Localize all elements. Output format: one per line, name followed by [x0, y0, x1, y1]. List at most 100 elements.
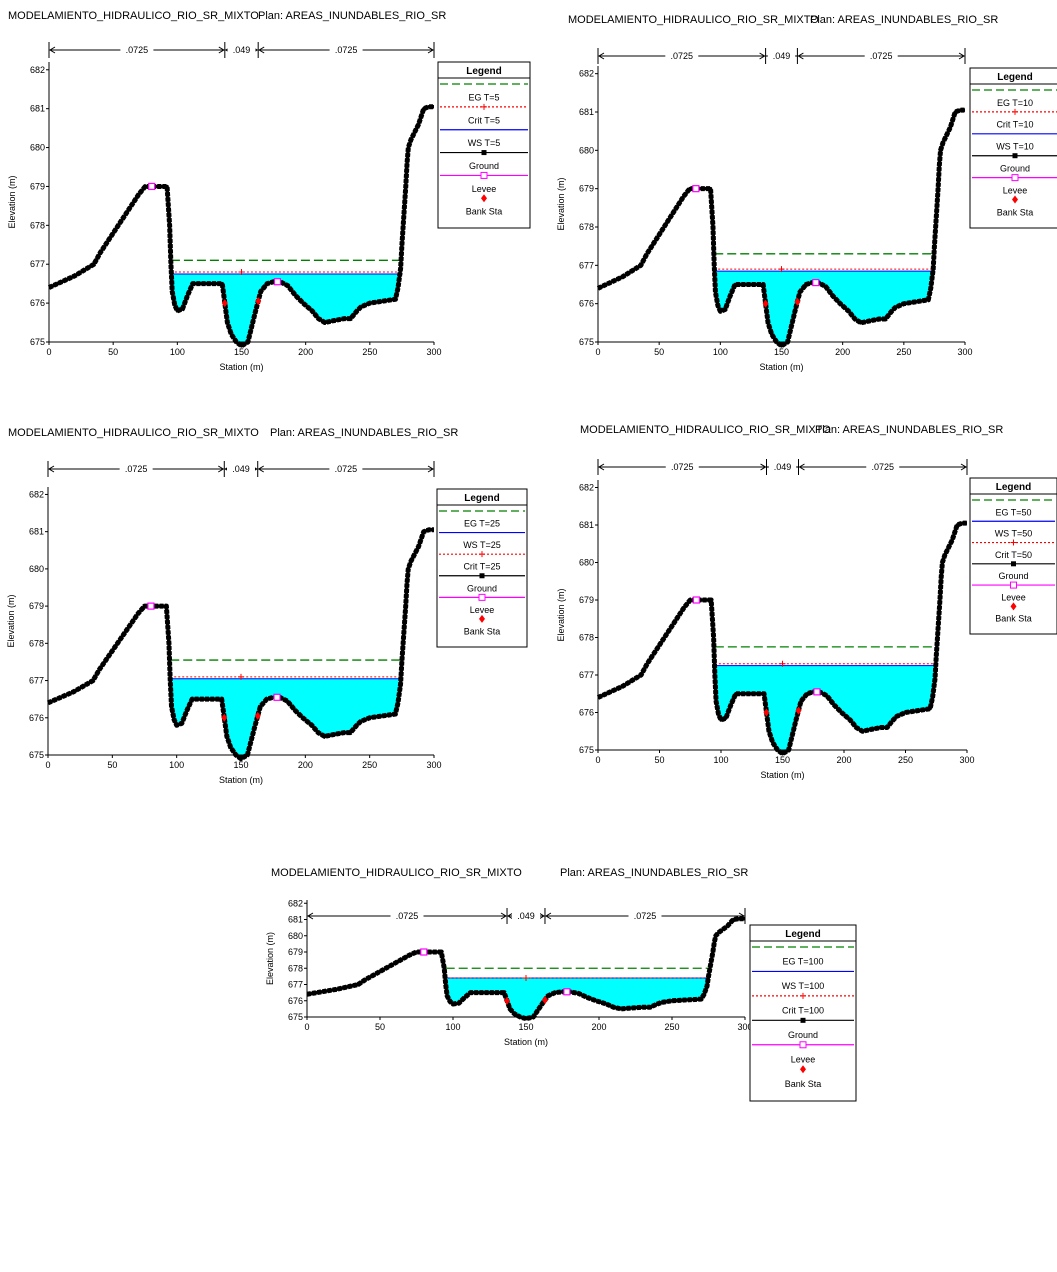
legend-item-label: WS T=10	[996, 142, 1034, 152]
legend-item-label: Levee	[470, 605, 495, 615]
x-tick-label: 150	[518, 1022, 533, 1032]
manning-n-value: .049	[517, 911, 535, 921]
legend-item-label: Levee	[472, 184, 497, 194]
x-tick-label: 0	[45, 760, 50, 770]
x-tick-label: 250	[362, 347, 377, 357]
project-title: MODELAMIENTO_HIDRAULICO_RIO_SR_MIXTO	[271, 867, 522, 879]
manning-n-value: .049	[774, 462, 792, 472]
legend-item-label: Crit T=100	[782, 1005, 824, 1015]
legend-title: Legend	[466, 66, 502, 77]
panel-t10: MODELAMIENTO_HIDRAULICO_RIO_SR_MIXTO Plan…	[540, 0, 1057, 395]
legend-item-label: Bank Sta	[464, 626, 501, 636]
y-tick-label: 676	[29, 713, 44, 723]
x-tick-label: 50	[108, 347, 118, 357]
cross-section-chart: MODELAMIENTO_HIDRAULICO_RIO_SR_MIXTOPlan…	[540, 410, 1057, 800]
y-tick-label: 681	[288, 915, 303, 925]
levee-marker	[421, 949, 427, 955]
manning-n-value: .0725	[871, 462, 894, 472]
x-axis-label: Station (m)	[219, 362, 263, 372]
levee-marker	[274, 279, 280, 285]
legend-title: Legend	[464, 493, 500, 504]
manning-n-value: .0725	[671, 462, 694, 472]
panel-t50: MODELAMIENTO_HIDRAULICO_RIO_SR_MIXTO Plan…	[540, 410, 1057, 800]
x-tick-label: 250	[898, 755, 913, 765]
y-tick-label: 680	[29, 564, 44, 574]
y-axis-label: Elevation (m)	[6, 594, 16, 647]
y-tick-label: 679	[579, 595, 594, 605]
y-tick-label: 675	[579, 745, 594, 755]
y-tick-label: 678	[579, 633, 594, 643]
plan-title: Plan: AREAS_INUNDABLES_RIO_SR	[270, 427, 458, 439]
x-tick-label: 50	[375, 1022, 385, 1032]
levee-marker	[813, 280, 819, 286]
y-tick-label: 676	[579, 299, 594, 309]
x-tick-label: 150	[233, 760, 248, 770]
y-axis-label: Elevation (m)	[556, 588, 566, 641]
x-tick-label: 0	[595, 347, 600, 357]
y-tick-label: 677	[288, 980, 303, 990]
manning-n-value: .0725	[396, 911, 419, 921]
y-axis-label: Elevation (m)	[556, 177, 566, 230]
legend-item-label: Ground	[788, 1030, 818, 1040]
y-tick-label: 680	[30, 143, 45, 153]
plan-title: Plan: AREAS_INUNDABLES_RIO_SR	[258, 10, 446, 22]
legend-item-label: Crit T=5	[468, 115, 500, 125]
x-tick-label: 0	[595, 755, 600, 765]
y-tick-label: 679	[29, 601, 44, 611]
manning-n-value: .0725	[671, 51, 694, 61]
project-title: MODELAMIENTO_HIDRAULICO_RIO_SR_MIXTO	[568, 14, 819, 26]
x-axis-label: Station (m)	[760, 770, 804, 780]
x-tick-label: 100	[169, 760, 184, 770]
levee-marker	[274, 694, 280, 700]
plan-title: Plan: AREAS_INUNDABLES_RIO_SR	[560, 867, 748, 879]
manning-n-value: .049	[233, 45, 251, 55]
y-tick-label: 676	[579, 708, 594, 718]
legend-sample-marker	[800, 1042, 806, 1048]
y-tick-label: 679	[288, 947, 303, 957]
y-tick-label: 682	[579, 483, 594, 493]
y-tick-label: 682	[30, 65, 45, 75]
y-tick-label: 681	[29, 527, 44, 537]
manning-n-value: .049	[232, 464, 250, 474]
legend-title: Legend	[996, 482, 1032, 493]
y-tick-label: 680	[579, 145, 594, 155]
water-surface-fill	[711, 189, 939, 346]
x-tick-label: 150	[775, 755, 790, 765]
project-title: MODELAMIENTO_HIDRAULICO_RIO_SR_MIXTO	[8, 10, 259, 22]
x-tick-label: 300	[426, 347, 441, 357]
legend-sample-marker	[1011, 582, 1017, 588]
y-tick-label: 677	[579, 670, 594, 680]
water-surface-fill	[711, 600, 940, 754]
legend-sample-marker	[479, 594, 485, 600]
y-tick-label: 677	[579, 260, 594, 270]
manning-n-value: .0725	[335, 464, 358, 474]
panel-t5: MODELAMIENTO_HIDRAULICO_RIO_SR_MIXTO Plan…	[0, 0, 530, 395]
x-tick-label: 0	[304, 1022, 309, 1032]
x-tick-label: 50	[654, 347, 664, 357]
y-tick-label: 681	[579, 107, 594, 117]
cross-section-chart: MODELAMIENTO_HIDRAULICO_RIO_SR_MIXTOPlan…	[540, 0, 1057, 395]
panel-t25: MODELAMIENTO_HIDRAULICO_RIO_SR_MIXTO Plan…	[0, 410, 535, 800]
legend-item-label: Levee	[1001, 592, 1026, 602]
x-tick-label: 100	[170, 347, 185, 357]
legend-item-label: Bank Sta	[785, 1079, 822, 1089]
manning-n-value: .0725	[125, 464, 148, 474]
legend-item-label: WS T=100	[782, 981, 825, 991]
manning-n-value: .0725	[126, 45, 149, 55]
legend-item-label: Ground	[998, 571, 1028, 581]
x-axis-label: Station (m)	[504, 1037, 548, 1047]
x-tick-label: 250	[362, 760, 377, 770]
legend-item-label: EG T=100	[782, 957, 823, 967]
legend-item-label: Crit T=25	[463, 562, 500, 572]
legend-title: Legend	[997, 72, 1033, 83]
project-title: MODELAMIENTO_HIDRAULICO_RIO_SR_MIXTO	[8, 427, 259, 439]
manning-n-value: .0725	[335, 45, 358, 55]
legend-sample-marker	[481, 172, 487, 178]
x-tick-label: 0	[46, 347, 51, 357]
legend-item-label: Ground	[467, 583, 497, 593]
levee-marker	[693, 186, 699, 192]
y-tick-label: 680	[579, 558, 594, 568]
y-tick-label: 677	[30, 259, 45, 269]
y-tick-label: 678	[30, 220, 45, 230]
y-tick-label: 677	[29, 676, 44, 686]
